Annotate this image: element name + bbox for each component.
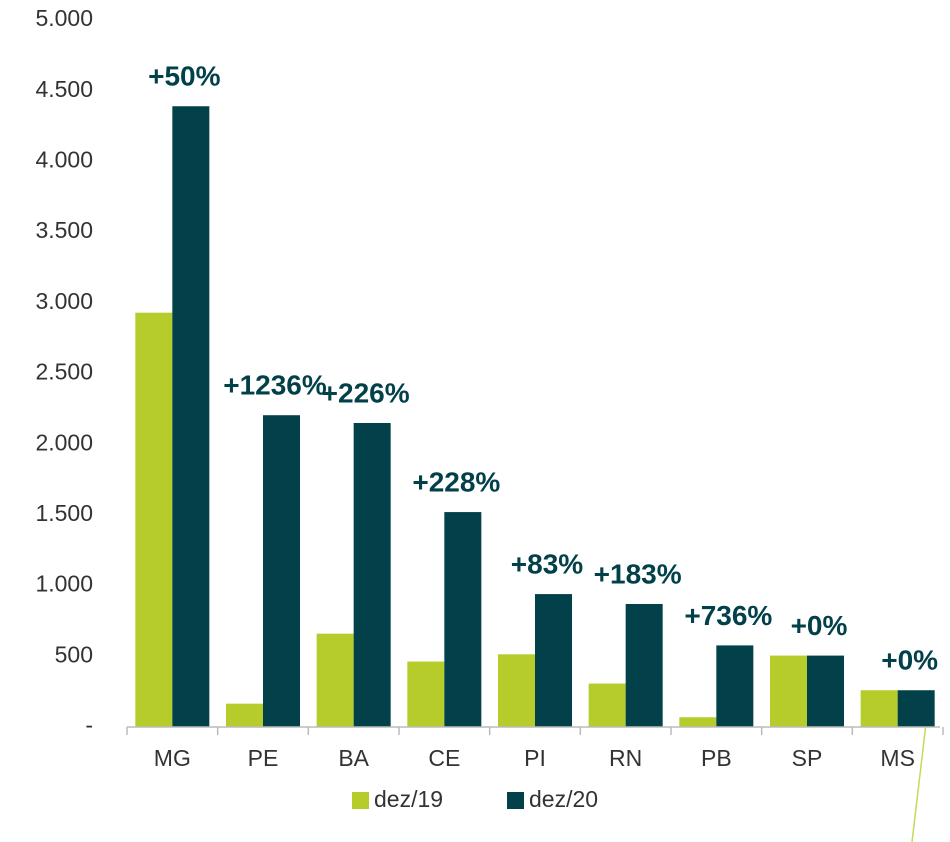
annotation: +226% [322,377,410,408]
bar [135,312,173,727]
y-tick-label: 5.000 [35,5,93,31]
bar [172,106,210,727]
bar [316,633,354,727]
x-tick-label: MS [880,745,915,771]
annotation: +0% [881,645,938,676]
x-tick-label: RN [609,745,642,771]
x-tick-label: MG [154,745,191,771]
x-tick-label: SP [792,745,823,771]
y-tick-label: 3.500 [35,217,93,243]
annotation: +1236% [223,370,327,401]
annotation: +83% [511,548,583,579]
bar [353,422,391,727]
y-tick-label: 4.000 [35,146,93,172]
x-tick-label: PE [248,745,279,771]
x-tick-label: PB [701,745,732,771]
legend-swatch [352,792,369,809]
annotation: +50% [148,61,220,92]
bar [679,717,717,727]
bar [263,415,300,727]
bar [807,655,844,727]
annotation: +228% [412,466,500,497]
legend-swatch [507,792,524,809]
x-tick-label: CE [428,745,460,771]
annotation: +736% [684,600,772,631]
bar [535,594,572,727]
bar [897,690,935,727]
bar [498,654,535,727]
bar [407,661,445,727]
annotation: +183% [594,558,682,589]
y-tick-label: 1.500 [35,500,93,526]
bar [588,683,626,727]
bar [226,703,263,727]
bar [716,645,754,727]
legend-label: dez/20 [529,786,598,812]
bar [444,512,482,727]
x-tick-label: PI [524,745,546,771]
bar [860,690,898,727]
annotation: +0% [791,610,848,641]
x-tick-label: BA [338,745,369,771]
y-tick-label: 2.000 [35,429,93,455]
bar [625,603,663,727]
y-tick-label: - [85,712,93,738]
y-tick-label: 4.500 [35,76,93,102]
y-tick-label: 500 [55,641,93,667]
bar [770,655,807,727]
y-tick-label: 3.000 [35,288,93,314]
legend-label: dez/19 [374,786,443,812]
y-tick-label: 1.000 [35,571,93,597]
y-tick-label: 2.500 [35,359,93,385]
